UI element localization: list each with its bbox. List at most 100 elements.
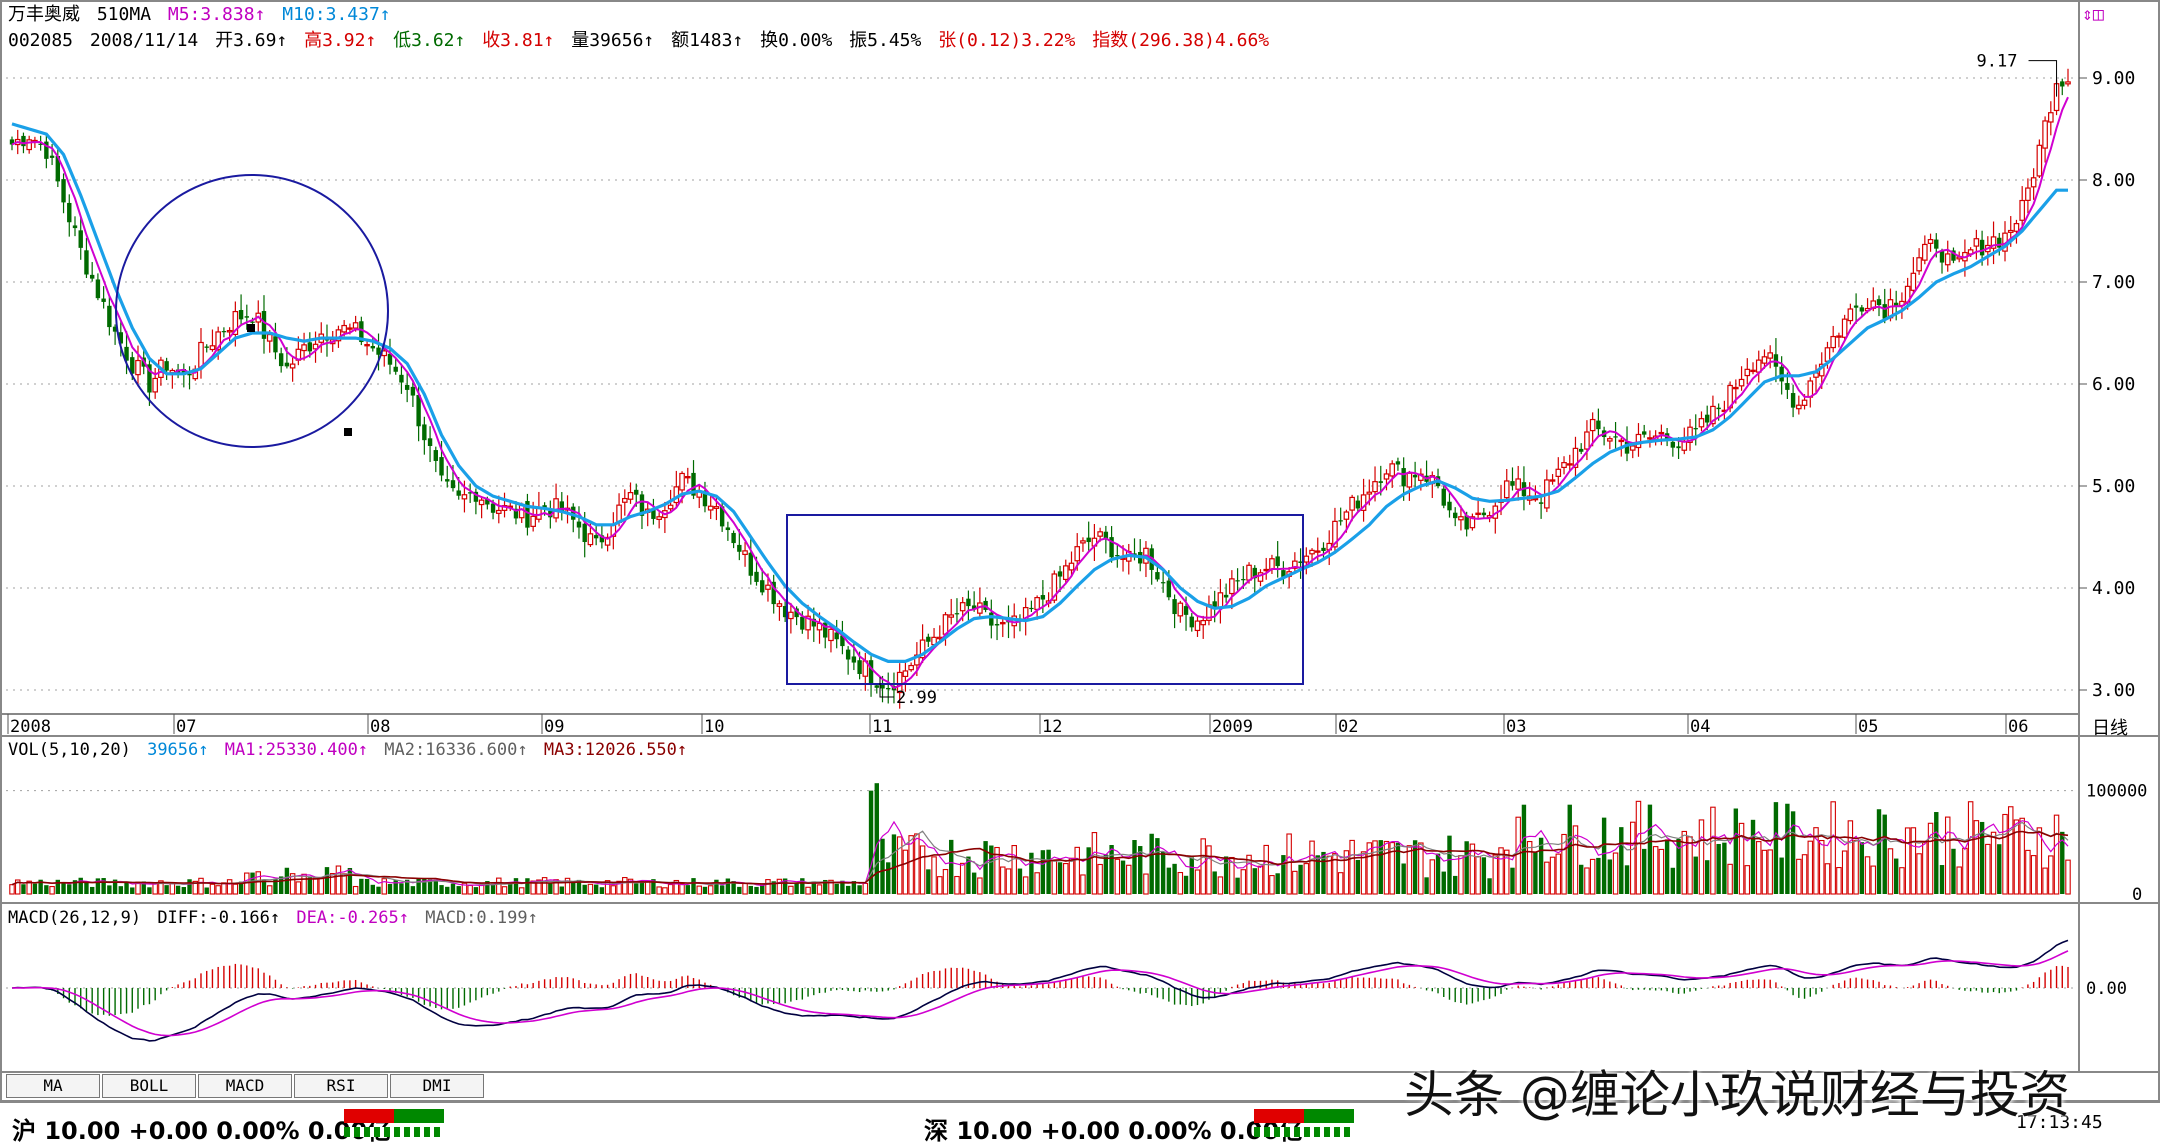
candle-body xyxy=(1040,595,1046,600)
volume-bar xyxy=(622,877,628,895)
tab-dmi[interactable]: DMI xyxy=(390,1074,484,1098)
volume-bar xyxy=(513,878,519,894)
candle-body xyxy=(1790,393,1796,408)
tab-macd[interactable]: MACD xyxy=(198,1074,292,1098)
candle-body xyxy=(513,508,519,519)
candle-body xyxy=(1589,418,1596,432)
volume-bar xyxy=(1951,848,1956,894)
volume-bar xyxy=(112,879,118,894)
candle-body xyxy=(370,345,376,349)
volume-bar xyxy=(107,885,112,894)
tab-rsi[interactable]: RSI xyxy=(294,1074,388,1098)
candle-body xyxy=(1704,414,1710,423)
volume-bar xyxy=(1097,863,1103,895)
volume-bar xyxy=(1412,840,1418,894)
candle-body xyxy=(1979,239,1985,256)
candle-body xyxy=(828,628,834,642)
ma-label: 510MA xyxy=(96,4,152,25)
volume-bar xyxy=(329,872,336,895)
volume-bar xyxy=(525,878,530,894)
volume-bar xyxy=(576,879,582,894)
volume-bar xyxy=(1761,849,1768,895)
volume-bar xyxy=(1526,840,1533,895)
min-label: 2.99 xyxy=(896,688,937,708)
date-tick-label: 05 xyxy=(1858,717,1878,737)
candle-body xyxy=(599,535,605,543)
volume-bar xyxy=(760,884,765,894)
volume-bar xyxy=(192,880,199,895)
candle-body xyxy=(1549,479,1556,482)
tab-boll[interactable]: BOLL xyxy=(102,1074,196,1098)
volume-bar xyxy=(1642,848,1647,894)
macd-dea-line xyxy=(11,950,2069,1037)
candle-body xyxy=(1338,520,1343,522)
index-value: 指数(296.38)4.66% xyxy=(1092,30,1270,51)
volume-bar xyxy=(1693,856,1698,894)
volume-bar xyxy=(2042,867,2048,895)
volume-bar xyxy=(902,849,909,895)
ma10-line xyxy=(11,122,2068,663)
volume-bar xyxy=(1315,855,1320,894)
volume-bar xyxy=(312,877,319,895)
candle-body xyxy=(118,332,124,344)
candle-body xyxy=(1194,620,1201,632)
date-tick-label: 07 xyxy=(176,717,196,737)
candle-body xyxy=(845,649,851,660)
volume-bar xyxy=(1441,871,1446,894)
candle-body xyxy=(656,516,662,520)
volume-bar xyxy=(187,879,192,894)
close-value: 收3.81↑ xyxy=(482,30,555,51)
candle-body xyxy=(461,494,468,500)
period-label[interactable]: 日线 xyxy=(2092,718,2128,739)
candle-body xyxy=(776,603,783,607)
volume-bar xyxy=(1149,833,1154,894)
candle-body xyxy=(416,394,421,427)
volume-bar xyxy=(266,885,273,895)
volume-bar xyxy=(221,882,227,895)
volume-bar xyxy=(599,887,605,894)
candle-body xyxy=(1658,431,1665,435)
candle-body xyxy=(44,141,49,159)
candle-body xyxy=(530,515,536,527)
volume-bar xyxy=(1286,833,1292,895)
ma10-value: M10:3.437↑ xyxy=(282,4,391,25)
volume-bar xyxy=(376,886,381,894)
candle-body xyxy=(1453,512,1458,519)
volume-bar xyxy=(416,878,421,894)
volume-bar xyxy=(1859,842,1865,894)
candle-body xyxy=(1738,378,1745,387)
candle-body xyxy=(130,357,135,374)
volume-bar xyxy=(1836,867,1842,895)
candle-body xyxy=(880,684,885,689)
candle-body xyxy=(1670,441,1676,448)
candle-body xyxy=(1572,447,1579,468)
tab-ma[interactable]: MA xyxy=(6,1074,100,1098)
volume-bar xyxy=(2065,859,2071,895)
candle-body xyxy=(261,311,267,339)
candle-body xyxy=(1847,308,1854,322)
volume-bar xyxy=(1882,814,1887,894)
candle-body xyxy=(1074,546,1081,562)
candle-body xyxy=(1383,473,1390,480)
candle-body xyxy=(1183,606,1189,615)
volume-bar xyxy=(21,884,26,894)
volume-bar xyxy=(1676,838,1681,894)
volume-bar xyxy=(696,885,702,895)
panel-toggle-icon[interactable]: ⇕◫ xyxy=(2082,4,2104,25)
volume-bar xyxy=(1343,850,1350,895)
volume-bar xyxy=(1722,842,1727,894)
volume-bar xyxy=(1584,867,1590,895)
candle-body xyxy=(1223,594,1229,598)
candle-body xyxy=(1836,335,1842,338)
volume-bar xyxy=(868,790,874,894)
sh-index: 沪 10.00 +0.00 0.00% 0.00亿 xyxy=(12,1117,392,1145)
volume-bar xyxy=(1326,855,1332,895)
candle-body xyxy=(908,664,914,671)
volume-bar xyxy=(1704,860,1710,894)
volume-bar xyxy=(977,877,983,895)
candle-body xyxy=(1051,573,1058,601)
candle-body xyxy=(691,472,696,496)
volume-bar xyxy=(1544,861,1550,895)
volume-bar xyxy=(1429,859,1436,895)
candle-body xyxy=(1469,516,1476,529)
